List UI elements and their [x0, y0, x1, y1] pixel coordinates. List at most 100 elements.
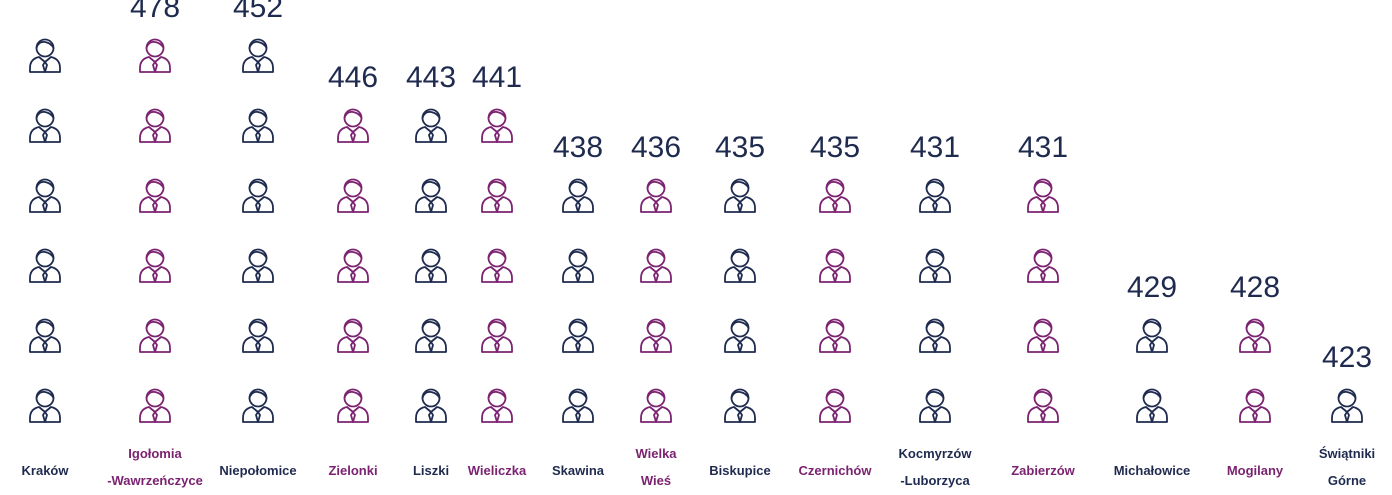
- icon-hair: [568, 250, 588, 259]
- icon-tie: [1252, 411, 1258, 423]
- icon-body: [1331, 406, 1363, 423]
- icon-stack: [562, 178, 594, 423]
- icon-tie: [932, 341, 938, 353]
- icon-hair: [248, 320, 268, 329]
- icon-tie: [152, 61, 158, 73]
- icon-hair: [1033, 390, 1053, 399]
- icon-hair: [145, 180, 165, 189]
- icon-tie: [737, 341, 743, 353]
- icon-hair: [1337, 390, 1357, 399]
- icon-body: [242, 126, 274, 143]
- icon-tie: [653, 271, 659, 283]
- value-label: 431: [1018, 131, 1068, 164]
- icon-tie: [932, 201, 938, 213]
- value-label: 435: [810, 131, 860, 164]
- icon-body: [724, 266, 756, 283]
- icon-hair: [1033, 180, 1053, 189]
- icon-stack: [724, 178, 756, 423]
- icon-tie: [737, 271, 743, 283]
- icon-hair: [145, 320, 165, 329]
- icon-tie: [1040, 411, 1046, 423]
- icon-tie: [1040, 271, 1046, 283]
- icon-hair: [730, 250, 750, 259]
- icon-body: [29, 56, 61, 73]
- icon-body: [415, 336, 447, 353]
- icon-body: [724, 336, 756, 353]
- icon-hair: [145, 390, 165, 399]
- icon-tie: [42, 201, 48, 213]
- value-label: 436: [631, 131, 681, 164]
- category-label: Kocmyrzów -Luborzyca: [899, 446, 973, 488]
- category-label: Igołomia -Wawrzeńczyce: [107, 446, 203, 488]
- icon-tie: [653, 411, 659, 423]
- category-label: Kraków: [22, 463, 70, 478]
- icon-tie: [575, 201, 581, 213]
- icon-tie: [832, 201, 838, 213]
- category-line: Czernichów: [799, 463, 873, 478]
- icon-tie: [42, 61, 48, 73]
- icon-body: [1027, 406, 1059, 423]
- category-label: Mogilany: [1227, 463, 1284, 478]
- icon-body: [415, 406, 447, 423]
- icon-body: [481, 406, 513, 423]
- icon-hair: [35, 250, 55, 259]
- value-label: 443: [406, 61, 456, 94]
- icon-tie: [42, 271, 48, 283]
- icon-tie: [255, 201, 261, 213]
- icon-hair: [925, 320, 945, 329]
- category-label: Czernichów: [799, 463, 873, 478]
- icon-body: [562, 336, 594, 353]
- icon-tie: [152, 271, 158, 283]
- icon-body: [481, 266, 513, 283]
- value-label: 429: [1127, 271, 1177, 304]
- icon-hair: [646, 180, 666, 189]
- icon-body: [29, 196, 61, 213]
- icon-body: [1136, 406, 1168, 423]
- category-line: Mogilany: [1227, 463, 1284, 478]
- icon-body: [337, 126, 369, 143]
- icon-tie: [428, 341, 434, 353]
- icon-hair: [568, 180, 588, 189]
- icon-body: [819, 196, 851, 213]
- icon-body: [242, 266, 274, 283]
- category-line: Skawina: [552, 463, 605, 478]
- icon-body: [29, 406, 61, 423]
- icon-stack: [337, 108, 369, 423]
- icon-hair: [1033, 250, 1053, 259]
- icon-hair: [487, 250, 507, 259]
- icon-stack: [481, 108, 513, 423]
- icon-body: [919, 266, 951, 283]
- icon-stack: [29, 38, 61, 423]
- icon-body: [481, 196, 513, 213]
- icon-stack: [819, 178, 851, 423]
- icon-stack: [415, 108, 447, 423]
- icon-hair: [825, 320, 845, 329]
- category-label: Zabierzów: [1011, 463, 1075, 478]
- icon-hair: [925, 390, 945, 399]
- category-label: Niepołomice: [219, 463, 296, 478]
- category-line: Igołomia: [128, 446, 182, 461]
- icon-tie: [428, 201, 434, 213]
- icon-tie: [1344, 411, 1350, 423]
- icon-body: [337, 406, 369, 423]
- icon-tie: [1040, 201, 1046, 213]
- icon-hair: [421, 180, 441, 189]
- category-line: Wielka: [635, 446, 677, 461]
- icon-hair: [35, 180, 55, 189]
- category-label: Zielonki: [328, 463, 377, 478]
- icon-body: [415, 126, 447, 143]
- icon-tie: [653, 341, 659, 353]
- icon-body: [1027, 336, 1059, 353]
- icon-body: [1027, 196, 1059, 213]
- icon-stack: [139, 38, 171, 423]
- icon-tie: [737, 201, 743, 213]
- icon-body: [139, 196, 171, 213]
- icon-tie: [1040, 341, 1046, 353]
- icon-hair: [487, 320, 507, 329]
- icon-body: [242, 56, 274, 73]
- icon-body: [29, 126, 61, 143]
- icon-body: [640, 196, 672, 213]
- icon-tie: [42, 411, 48, 423]
- icon-body: [337, 196, 369, 213]
